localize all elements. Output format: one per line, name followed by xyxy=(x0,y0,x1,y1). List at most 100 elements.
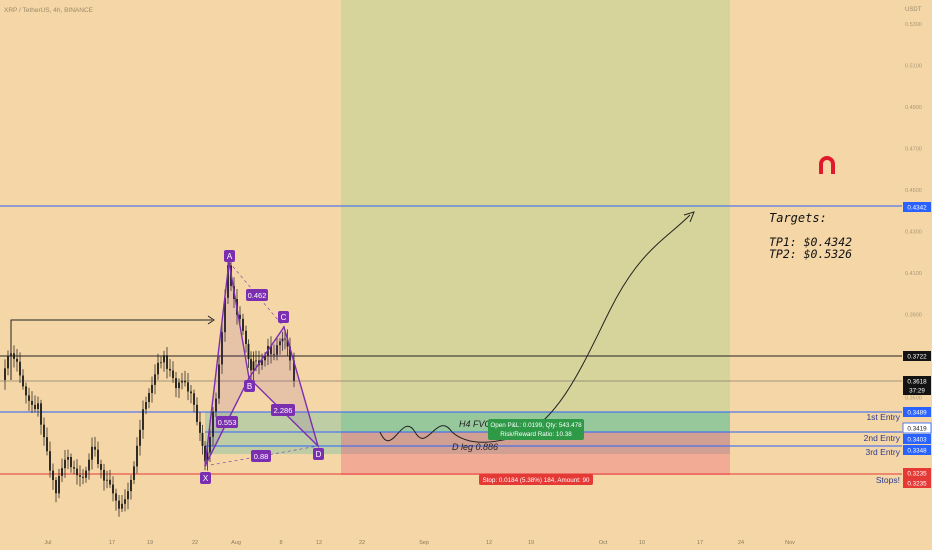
svg-text:0.462: 0.462 xyxy=(248,291,267,300)
candle-body xyxy=(196,404,198,422)
candle-body xyxy=(242,318,244,331)
targets-tp2: TP2: $0.5326 xyxy=(769,247,852,261)
candle-body xyxy=(227,265,229,298)
time-tick: 12 xyxy=(486,540,492,546)
point-d: D xyxy=(313,448,324,460)
point-a: A xyxy=(224,250,235,262)
candle-body xyxy=(145,401,147,410)
candle-body xyxy=(178,382,180,389)
svg-text:D: D xyxy=(316,450,322,459)
symbol-header[interactable]: XRP / TetherUS, 4h, BINANCE xyxy=(4,7,94,14)
projection-arrow-head xyxy=(683,211,695,223)
candle-body xyxy=(76,468,78,476)
candle-body xyxy=(261,360,263,366)
candle-body xyxy=(91,446,93,460)
time-tick: 10 xyxy=(639,540,645,546)
price-tick: 0.3900 xyxy=(905,313,922,319)
time-axis[interactable]: Jul 17 19 22 Aug 8 12 22 Sep 12 19 Oct 10 17 24 Nov xyxy=(44,540,795,546)
svg-text:0.3235: 0.3235 xyxy=(907,471,927,478)
ratio-ab: 0.462 xyxy=(246,289,268,301)
candle-body xyxy=(52,470,54,481)
candle-body xyxy=(175,378,177,389)
price-tag: 0.4342 xyxy=(903,202,931,212)
candle-body xyxy=(103,469,105,481)
time-tick: 22 xyxy=(359,540,365,546)
candle-body xyxy=(224,297,226,333)
price-tag: 0.3419 xyxy=(902,422,932,434)
price-tick: 0.4300 xyxy=(905,230,922,236)
candle-body xyxy=(82,476,84,478)
price-tick: 0.4100 xyxy=(905,271,922,277)
price-tick: 0.4500 xyxy=(905,188,922,194)
candle-body xyxy=(13,353,15,359)
svg-text:X: X xyxy=(203,474,209,483)
candle-body xyxy=(169,368,171,371)
time-tick: Jul xyxy=(44,540,51,546)
point-b: B xyxy=(244,380,255,392)
price-tick: 0.4700 xyxy=(905,147,922,153)
point-x: X xyxy=(200,472,211,484)
candle-body xyxy=(289,346,291,361)
svg-text:0.3403: 0.3403 xyxy=(907,437,927,444)
candle-body xyxy=(49,451,51,471)
time-tick: 17 xyxy=(697,540,703,546)
candle-body xyxy=(172,370,174,379)
candle-body xyxy=(286,339,289,347)
candle-body xyxy=(124,499,126,504)
price-tag: 0.3618 xyxy=(903,376,931,386)
svg-text:C: C xyxy=(281,313,287,322)
svg-text:A: A xyxy=(227,252,233,261)
candle-body xyxy=(239,314,241,319)
svg-text:Open P&L: 0.0199, Qty: 543.478: Open P&L: 0.0199, Qty: 543.478 xyxy=(490,422,582,429)
candle-body xyxy=(61,468,63,476)
svg-text:0.3489: 0.3489 xyxy=(907,410,927,417)
candle-body xyxy=(142,409,144,430)
liquidity-arrow-head xyxy=(207,315,215,325)
candle-body xyxy=(70,457,72,468)
svg-text:B: B xyxy=(247,382,252,391)
candle-body xyxy=(73,467,75,469)
point-c: C xyxy=(278,311,289,323)
candle-body xyxy=(121,503,123,509)
ratio-bc: 2.286 xyxy=(271,404,295,416)
candle-body xyxy=(215,398,217,412)
candle-body xyxy=(160,362,162,364)
candle-body xyxy=(151,384,153,393)
candle-body xyxy=(206,452,209,462)
stop-info-box[interactable]: Stop: 0.0184 (5.38%) 184, Amount: 90 xyxy=(479,474,593,485)
time-tick: 19 xyxy=(528,540,534,546)
candle-body xyxy=(245,330,247,344)
candle-body xyxy=(154,374,156,385)
candle-body xyxy=(4,368,6,380)
candle-body xyxy=(193,393,195,405)
projection-path xyxy=(379,214,691,443)
currency-label: USDT xyxy=(905,7,922,13)
price-tags: 0.4342 0.3722 0.3618 37:29 0.3489 0.3419 0.340… xyxy=(902,202,932,488)
candle-body xyxy=(133,466,135,480)
price-tick: 0.4900 xyxy=(905,105,922,111)
candle-body xyxy=(115,493,117,501)
svg-text:0.4342: 0.4342 xyxy=(907,205,927,212)
svg-text:Stop: 0.0184 (5.38%) 184, Amou: Stop: 0.0184 (5.38%) 184, Amount: 90 xyxy=(482,477,590,484)
candle-body xyxy=(264,355,266,361)
candle-body xyxy=(148,392,150,402)
svg-text:0.3618: 0.3618 xyxy=(907,379,927,386)
price-tick: 0.5300 xyxy=(905,22,922,28)
time-tick: 17 xyxy=(109,540,115,546)
position-info-box[interactable]: Open P&L: 0.0199, Qty: 543.478 Risk/Rewa… xyxy=(488,419,584,440)
candle-body xyxy=(199,421,201,433)
candle-body xyxy=(250,359,252,371)
candle-body xyxy=(218,364,220,399)
time-tick: Sep xyxy=(419,540,429,546)
candle-body xyxy=(112,484,114,494)
price-tag: 0.3348 xyxy=(903,445,931,455)
candle-body xyxy=(276,345,278,355)
time-tick: 8 xyxy=(279,540,282,546)
time-tick: Nov xyxy=(785,540,795,546)
candle-body xyxy=(85,470,87,478)
candle-body xyxy=(212,411,214,437)
magnet-icon[interactable] xyxy=(819,156,835,174)
candle-body xyxy=(100,463,102,470)
